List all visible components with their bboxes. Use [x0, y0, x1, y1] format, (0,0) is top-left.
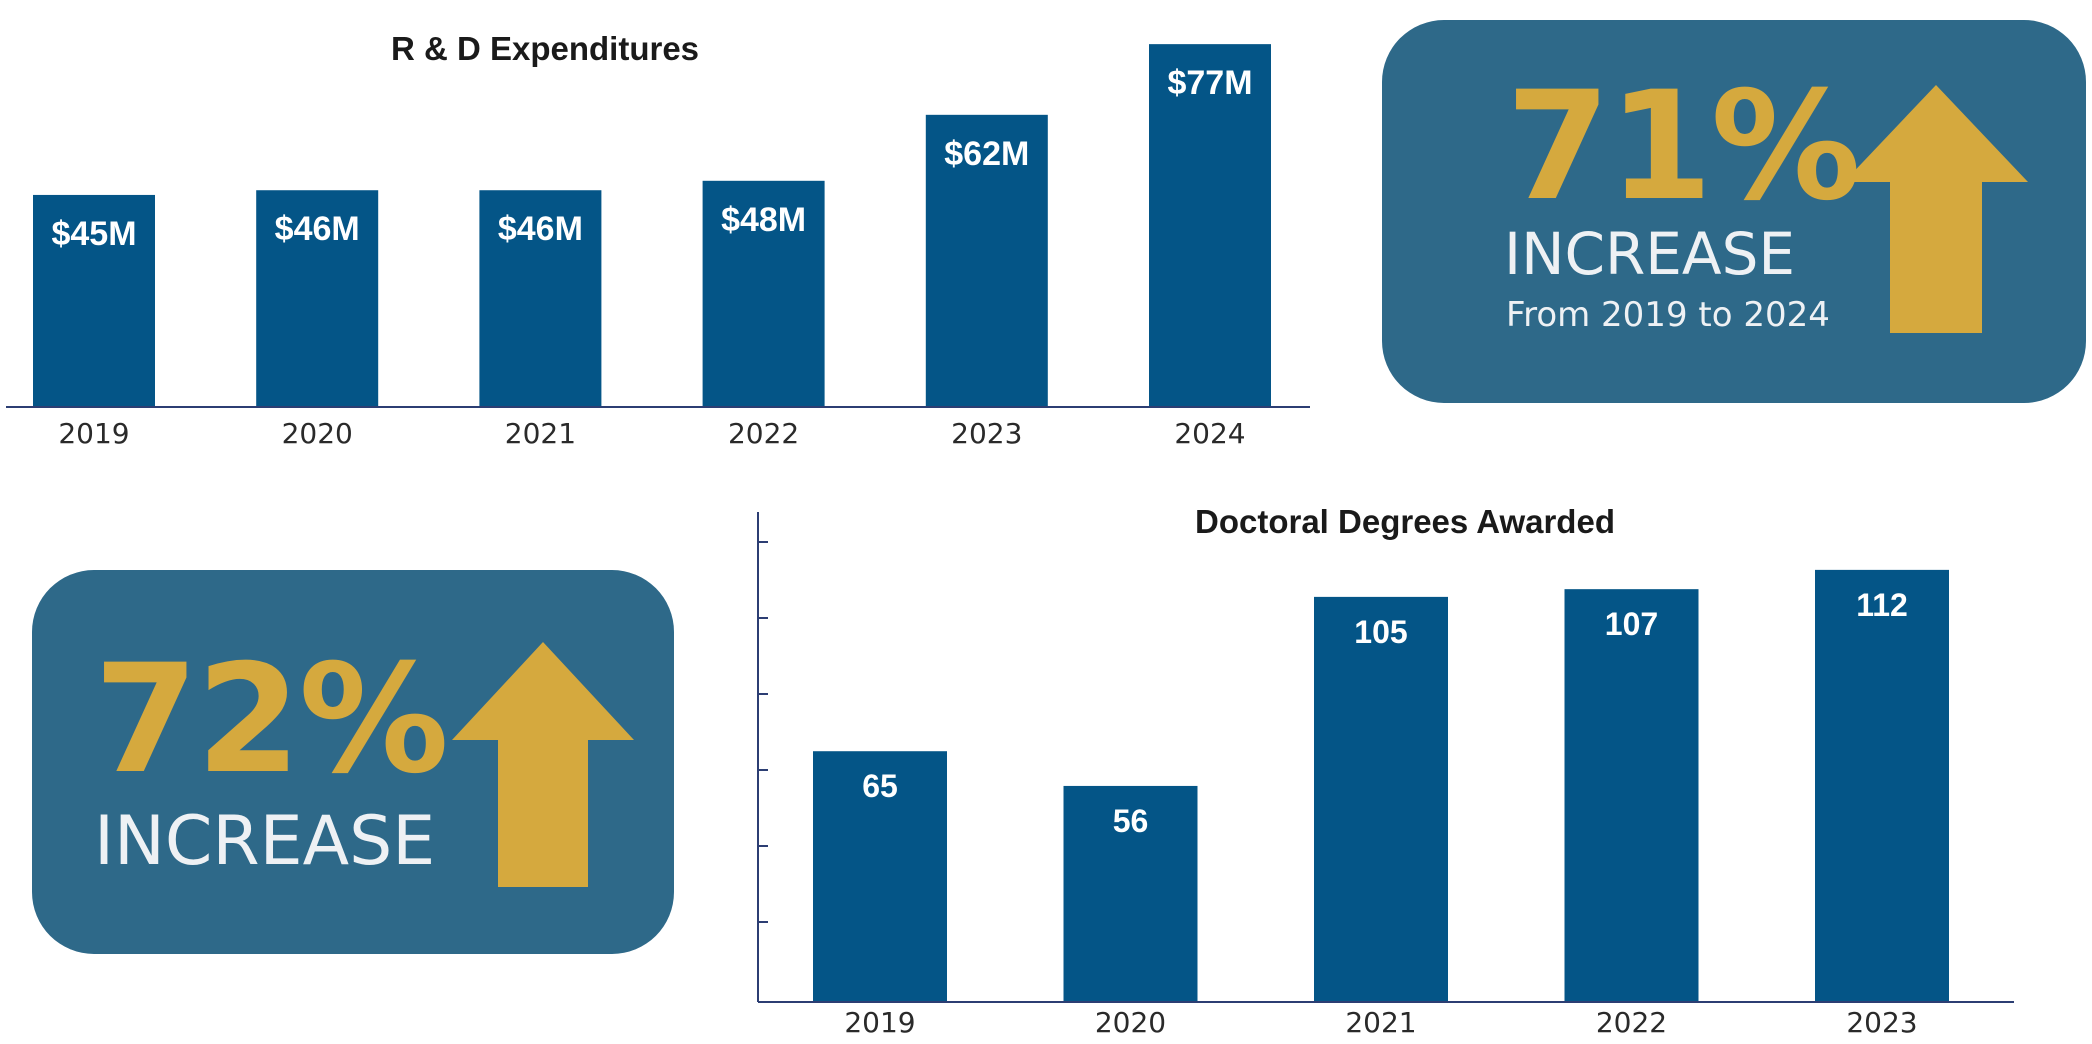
rd-increase-percent: 71% [1506, 60, 1861, 234]
bar-2020 [1063, 785, 1198, 1002]
bar-2022 [1564, 589, 1699, 1002]
x-tick-label-2022: 2022 [1596, 1006, 1667, 1039]
bar-2021 [1314, 596, 1448, 1002]
rd-expenditures-chart: R & D Expenditures $45M 2019 $46M 2020 $46M 2… [6, 30, 1310, 450]
bar-2024 [1149, 44, 1271, 407]
bar-2019 [813, 751, 947, 1002]
data-label-2020: $46M [275, 210, 360, 248]
x-tick-label-2023: 2023 [1846, 1006, 1917, 1039]
bar-2021 [479, 190, 602, 407]
chart-title: Doctoral Degrees Awarded [1195, 503, 1615, 540]
data-label-2022: $48M [721, 201, 806, 239]
x-tick-label-2019: 2019 [844, 1006, 915, 1039]
doctoral-increase-label: INCREASE [94, 802, 436, 881]
x-tick-label-2024: 2024 [1174, 417, 1245, 450]
x-tick-label-2020: 2020 [282, 417, 353, 450]
bar-2019 [33, 194, 155, 407]
bar-2020 [256, 190, 379, 407]
data-label-2024: $77M [1167, 64, 1252, 102]
x-tick-label-2021: 2021 [505, 417, 576, 450]
bar-2023 [1815, 569, 1949, 1002]
data-label-2021: $46M [498, 210, 583, 248]
bar-2023 [925, 114, 1048, 407]
y-axis-ticks [758, 541, 768, 923]
data-label-2022: 107 [1605, 606, 1658, 642]
chart-title: R & D Expenditures [391, 30, 699, 67]
data-label-2021: 105 [1354, 614, 1407, 650]
doctoral-increase-percent: 72% [94, 633, 449, 807]
x-tick-label-2022: 2022 [728, 417, 799, 450]
arrow-up-icon [1844, 85, 2028, 333]
rd-increase-label: INCREASE [1504, 220, 1796, 288]
x-tick-label-2023: 2023 [951, 417, 1022, 450]
rd-increase-period: From 2019 to 2024 [1506, 295, 1830, 335]
doctoral-increase-callout: 72% INCREASE [32, 570, 674, 954]
data-label-2019: 65 [862, 768, 898, 804]
x-tick-label-2021: 2021 [1345, 1006, 1416, 1039]
x-tick-label-2019: 2019 [58, 417, 129, 450]
arrow-up-icon [452, 642, 634, 887]
bar-2022 [702, 180, 825, 407]
x-tick-label-2020: 2020 [1095, 1006, 1166, 1039]
data-label-2023: 112 [1856, 587, 1908, 623]
data-label-2023: $62M [944, 135, 1029, 173]
data-label-2019: $45M [51, 215, 136, 253]
data-label-2020: 56 [1113, 803, 1149, 839]
rd-increase-callout: 71% INCREASE From 2019 to 2024 [1382, 20, 2086, 403]
